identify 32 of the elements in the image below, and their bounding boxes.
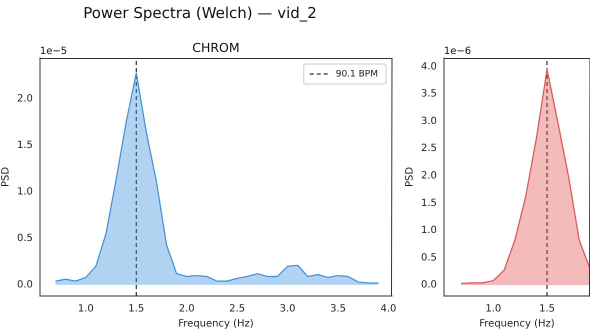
y-tick-label: 2.5 <box>420 143 437 154</box>
y-tick-label: 1.0 <box>420 225 437 236</box>
text: 1e−5 <box>40 46 68 57</box>
y-tick-label: 0.5 <box>420 252 437 264</box>
y-tick-label: 1.5 <box>420 198 437 209</box>
y-tick-label: 3.0 <box>420 116 437 127</box>
y-axis-title: PSD <box>0 166 12 188</box>
ref-line-label: 90.1 BPM <box>336 69 378 80</box>
y-tick-label: 2.0 <box>16 94 33 104</box>
chart-subtitle: CHROM <box>192 40 240 55</box>
x-axis-title: Frequency (Hz) <box>479 318 555 330</box>
x-tick-label: 3.0 <box>280 304 296 315</box>
y-tick-label: 2.0 <box>420 170 437 182</box>
x-tick-label: 1.5 <box>539 304 555 315</box>
chart-title: Power Spectra (Welch) — vid_2 <box>83 4 317 22</box>
x-axis-title: Frequency (Hz) <box>178 318 254 330</box>
x-tick-label: 2.0 <box>178 304 195 315</box>
y-tick-label: 1.5 <box>16 140 33 151</box>
y-tick-label: 0.0 <box>420 280 437 291</box>
text: 1e−6 <box>444 46 472 57</box>
y-tick-label: 0.0 <box>16 279 33 290</box>
y-axis-title: PSD <box>404 166 416 188</box>
y-tick-label: 1.0 <box>16 186 33 198</box>
x-tick-label: 1.0 <box>485 304 502 315</box>
x-tick-label: 1.0 <box>78 304 94 315</box>
x-tick-label: 1.5 <box>128 304 144 315</box>
y-tick-label: 3.5 <box>420 88 437 100</box>
y-tick-label: 0.5 <box>16 232 33 244</box>
x-tick-label: 4.0 <box>380 304 396 315</box>
x-tick-label: 2.5 <box>229 304 246 315</box>
x-tick-label: 3.5 <box>330 304 346 315</box>
y-tick-label: 4.0 <box>420 61 437 72</box>
